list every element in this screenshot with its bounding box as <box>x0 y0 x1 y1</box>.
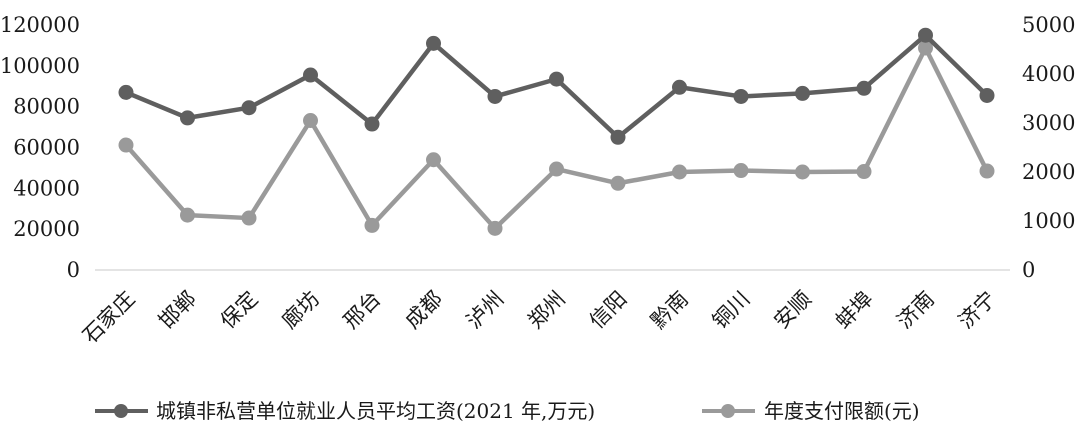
data-point <box>303 67 318 83</box>
series-0 <box>118 27 995 145</box>
right-tick-label: 3000 <box>1022 111 1075 135</box>
left-tick-label: 20000 <box>13 217 80 241</box>
data-point <box>610 175 626 191</box>
category-label: 邯郸 <box>154 287 201 334</box>
category-label: 保定 <box>216 287 263 334</box>
category-label: 信阳 <box>585 287 632 334</box>
data-point <box>180 110 195 126</box>
data-point <box>733 163 749 179</box>
x-axis-categories: 石家庄 邯郸 保定 廊坊 邢台 成都 泸州 郑州 信阳 黔南 铜川 安顺 蚌埠 济南 济宁 <box>78 287 1001 349</box>
data-point <box>672 79 687 95</box>
data-point <box>610 129 626 145</box>
legend-entry-limit: 年度支付限额(元) <box>702 399 920 423</box>
data-point <box>549 71 564 87</box>
data-point <box>549 161 564 177</box>
left-tick-label: 100000 <box>0 54 80 78</box>
category-label: 廊坊 <box>277 287 324 334</box>
data-point <box>241 210 257 226</box>
category-label: 成都 <box>400 287 447 334</box>
data-point <box>487 88 503 104</box>
right-tick-label: 1000 <box>1022 209 1075 233</box>
left-tick-label: 120000 <box>0 13 80 37</box>
data-point <box>487 220 503 236</box>
data-point <box>426 152 441 168</box>
data-point <box>364 116 380 132</box>
data-point <box>795 85 810 101</box>
right-tick-label: 5000 <box>1022 13 1075 37</box>
data-point <box>672 164 687 180</box>
category-label: 石家庄 <box>78 287 140 349</box>
category-label: 济南 <box>892 287 939 334</box>
data-point <box>118 137 134 153</box>
legend-marker-wage <box>114 404 128 418</box>
category-label: 铜川 <box>708 287 755 334</box>
category-label: 郑州 <box>523 287 570 334</box>
data-point <box>795 164 810 180</box>
category-label: 蚌埠 <box>831 287 878 334</box>
data-point <box>918 40 933 56</box>
data-point <box>180 207 195 223</box>
left-tick-label: 80000 <box>13 95 80 119</box>
legend-marker-limit <box>721 404 735 418</box>
left-y-axis: 0 20000 40000 60000 80000 100000 120000 <box>0 13 80 282</box>
right-tick-label: 0 <box>1022 258 1035 282</box>
legend-label-limit: 年度支付限额(元) <box>764 399 920 423</box>
data-point <box>426 35 441 51</box>
legend-label-wage: 城镇非私营单位就业人员平均工资(2021 年,万元) <box>156 399 595 423</box>
data-point <box>241 100 257 116</box>
left-tick-label: 60000 <box>13 136 80 160</box>
series-layer <box>118 27 995 236</box>
left-tick-label: 40000 <box>13 176 80 200</box>
legend: 城镇非私营单位就业人员平均工资(2021 年,万元) 年度支付限额(元) <box>95 399 920 423</box>
category-label: 黔南 <box>646 287 693 334</box>
data-point <box>979 163 995 179</box>
data-point <box>733 88 749 104</box>
category-label: 安顺 <box>769 287 816 334</box>
left-tick-label: 0 <box>67 258 80 282</box>
data-point <box>303 113 318 129</box>
right-tick-label: 2000 <box>1022 160 1075 184</box>
right-y-axis: 0 1000 2000 3000 4000 5000 <box>1022 13 1075 282</box>
data-point <box>118 84 134 100</box>
category-label: 邢台 <box>339 287 386 334</box>
right-tick-label: 4000 <box>1022 62 1075 86</box>
data-point <box>918 27 933 43</box>
data-point <box>856 80 872 96</box>
data-point <box>856 164 872 180</box>
data-point <box>364 217 380 233</box>
category-label: 济宁 <box>954 287 1001 334</box>
data-point <box>979 87 995 103</box>
series-1 <box>118 40 995 236</box>
category-label: 泸州 <box>462 287 509 334</box>
legend-entry-wage: 城镇非私营单位就业人员平均工资(2021 年,万元) <box>95 399 595 423</box>
